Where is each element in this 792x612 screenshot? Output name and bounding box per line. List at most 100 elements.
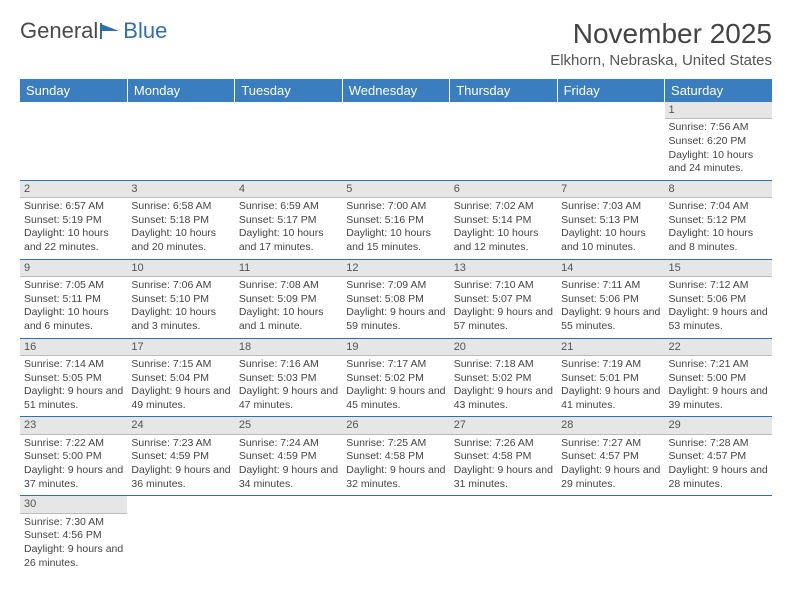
sunrise-line: Sunrise: 7:56 AM: [669, 121, 768, 135]
calendar-cell: [20, 102, 127, 180]
day-number: 23: [20, 417, 127, 434]
daylight-line: Daylight: 9 hours and 55 minutes.: [561, 306, 660, 333]
daylight-line: Daylight: 10 hours and 12 minutes.: [454, 227, 553, 254]
daylight-line: Daylight: 9 hours and 31 minutes.: [454, 464, 553, 491]
sunrise-line: Sunrise: 7:28 AM: [669, 437, 768, 451]
daylight-line: Daylight: 10 hours and 22 minutes.: [24, 227, 123, 254]
sunrise-line: Sunrise: 7:04 AM: [669, 200, 768, 214]
sunset-line: Sunset: 5:08 PM: [346, 293, 445, 307]
sunrise-line: Sunrise: 7:08 AM: [239, 279, 338, 293]
calendar-cell: 15Sunrise: 7:12 AMSunset: 5:06 PMDayligh…: [665, 259, 772, 338]
sunset-line: Sunset: 5:17 PM: [239, 214, 338, 228]
day-number: 3: [127, 181, 234, 198]
calendar-cell: 28Sunrise: 7:27 AMSunset: 4:57 PMDayligh…: [557, 417, 664, 496]
sunset-line: Sunset: 5:00 PM: [24, 450, 123, 464]
sunset-line: Sunset: 5:13 PM: [561, 214, 660, 228]
sunset-line: Sunset: 5:10 PM: [131, 293, 230, 307]
location: Elkhorn, Nebraska, United States: [550, 52, 772, 69]
weekday-header-row: SundayMondayTuesdayWednesdayThursdayFrid…: [20, 79, 772, 102]
daylight-line: Daylight: 9 hours and 59 minutes.: [346, 306, 445, 333]
calendar-cell: 11Sunrise: 7:08 AMSunset: 5:09 PMDayligh…: [235, 259, 342, 338]
calendar-cell: 5Sunrise: 7:00 AMSunset: 5:16 PMDaylight…: [342, 180, 449, 259]
sunset-line: Sunset: 4:58 PM: [346, 450, 445, 464]
calendar-cell: [235, 496, 342, 574]
calendar-cell: 27Sunrise: 7:26 AMSunset: 4:58 PMDayligh…: [450, 417, 557, 496]
weekday-header: Tuesday: [235, 79, 342, 102]
daylight-line: Daylight: 9 hours and 57 minutes.: [454, 306, 553, 333]
logo: General Blue: [20, 18, 167, 44]
sunset-line: Sunset: 5:09 PM: [239, 293, 338, 307]
daylight-line: Daylight: 9 hours and 47 minutes.: [239, 385, 338, 412]
sunrise-line: Sunrise: 6:57 AM: [24, 200, 123, 214]
sunrise-line: Sunrise: 7:17 AM: [346, 358, 445, 372]
weekday-header: Wednesday: [342, 79, 449, 102]
sunset-line: Sunset: 4:57 PM: [561, 450, 660, 464]
daylight-line: Daylight: 9 hours and 26 minutes.: [24, 543, 123, 570]
day-number: 4: [235, 181, 342, 198]
daylight-line: Daylight: 10 hours and 6 minutes.: [24, 306, 123, 333]
calendar-cell: 8Sunrise: 7:04 AMSunset: 5:12 PMDaylight…: [665, 180, 772, 259]
calendar-cell: 25Sunrise: 7:24 AMSunset: 4:59 PMDayligh…: [235, 417, 342, 496]
calendar-cell: 2Sunrise: 6:57 AMSunset: 5:19 PMDaylight…: [20, 180, 127, 259]
calendar-cell: [450, 496, 557, 574]
sunset-line: Sunset: 5:07 PM: [454, 293, 553, 307]
day-number: 1: [665, 102, 772, 119]
calendar-cell: 6Sunrise: 7:02 AMSunset: 5:14 PMDaylight…: [450, 180, 557, 259]
sunset-line: Sunset: 5:02 PM: [454, 372, 553, 386]
calendar-cell: [342, 496, 449, 574]
calendar-cell: 20Sunrise: 7:18 AMSunset: 5:02 PMDayligh…: [450, 338, 557, 417]
sunset-line: Sunset: 4:56 PM: [24, 529, 123, 543]
day-number: 18: [235, 339, 342, 356]
daylight-line: Daylight: 10 hours and 17 minutes.: [239, 227, 338, 254]
sunset-line: Sunset: 5:18 PM: [131, 214, 230, 228]
sunrise-line: Sunrise: 7:24 AM: [239, 437, 338, 451]
day-number: 22: [665, 339, 772, 356]
day-number: 26: [342, 417, 449, 434]
sunset-line: Sunset: 5:03 PM: [239, 372, 338, 386]
calendar-cell: 23 Sunrise: 7:22 AMSunset: 5:00 PMDayligh…: [20, 417, 127, 496]
title-block: November 2025 Elkhorn, Nebraska, United …: [550, 18, 772, 69]
sunset-line: Sunset: 4:57 PM: [669, 450, 768, 464]
sunrise-line: Sunrise: 7:22 AM: [24, 437, 123, 451]
sunrise-line: Sunrise: 7:02 AM: [454, 200, 553, 214]
day-number: 21: [557, 339, 664, 356]
calendar-cell: [557, 496, 664, 574]
daylight-line: Daylight: 10 hours and 10 minutes.: [561, 227, 660, 254]
sunset-line: Sunset: 5:12 PM: [669, 214, 768, 228]
calendar-cell: [450, 102, 557, 180]
calendar-cell: 4Sunrise: 6:59 AMSunset: 5:17 PMDaylight…: [235, 180, 342, 259]
calendar-cell: 18 Sunrise: 7:16 AMSunset: 5:03 PMDayligh…: [235, 338, 342, 417]
calendar-cell: 19Sunrise: 7:17 AMSunset: 5:02 PMDayligh…: [342, 338, 449, 417]
calendar-row: 30Sunrise: 7:30 AMSunset: 4:56 PMDayligh…: [20, 496, 772, 574]
weekday-header: Monday: [127, 79, 234, 102]
sunrise-line: Sunrise: 7:25 AM: [346, 437, 445, 451]
day-number: 10: [127, 260, 234, 277]
daylight-line: Daylight: 9 hours and 37 minutes.: [24, 464, 123, 491]
day-number: 29: [665, 417, 772, 434]
sunrise-line: Sunrise: 7:27 AM: [561, 437, 660, 451]
logo-text-b: Blue: [123, 18, 167, 44]
sunset-line: Sunset: 5:06 PM: [561, 293, 660, 307]
calendar-cell: 10Sunrise: 7:06 AMSunset: 5:10 PMDayligh…: [127, 259, 234, 338]
sunset-line: Sunset: 4:59 PM: [131, 450, 230, 464]
weekday-header: Thursday: [450, 79, 557, 102]
calendar-row: 9Sunrise: 7:05 AMSunset: 5:11 PMDaylight…: [20, 259, 772, 338]
day-number: 6: [450, 181, 557, 198]
calendar-row: 16Sunrise: 7:14 AMSunset: 5:05 PMDayligh…: [20, 338, 772, 417]
calendar-table: SundayMondayTuesdayWednesdayThursdayFrid…: [20, 79, 772, 574]
sunrise-line: Sunrise: 7:16 AM: [239, 358, 338, 372]
logo-text-a: General: [20, 18, 98, 44]
sunset-line: Sunset: 5:00 PM: [669, 372, 768, 386]
sunrise-line: Sunrise: 7:11 AM: [561, 279, 660, 293]
sunset-line: Sunset: 5:02 PM: [346, 372, 445, 386]
sunset-line: Sunset: 5:06 PM: [669, 293, 768, 307]
daylight-line: Daylight: 10 hours and 15 minutes.: [346, 227, 445, 254]
calendar-cell: 21Sunrise: 7:19 AMSunset: 5:01 PMDayligh…: [557, 338, 664, 417]
calendar-cell: 30Sunrise: 7:30 AMSunset: 4:56 PMDayligh…: [20, 496, 127, 574]
sunset-line: Sunset: 5:19 PM: [24, 214, 123, 228]
sunrise-line: Sunrise: 6:58 AM: [131, 200, 230, 214]
sunrise-line: Sunrise: 7:03 AM: [561, 200, 660, 214]
calendar-cell: [665, 496, 772, 574]
sunset-line: Sunset: 5:11 PM: [24, 293, 123, 307]
sunrise-line: Sunrise: 7:30 AM: [24, 516, 123, 530]
